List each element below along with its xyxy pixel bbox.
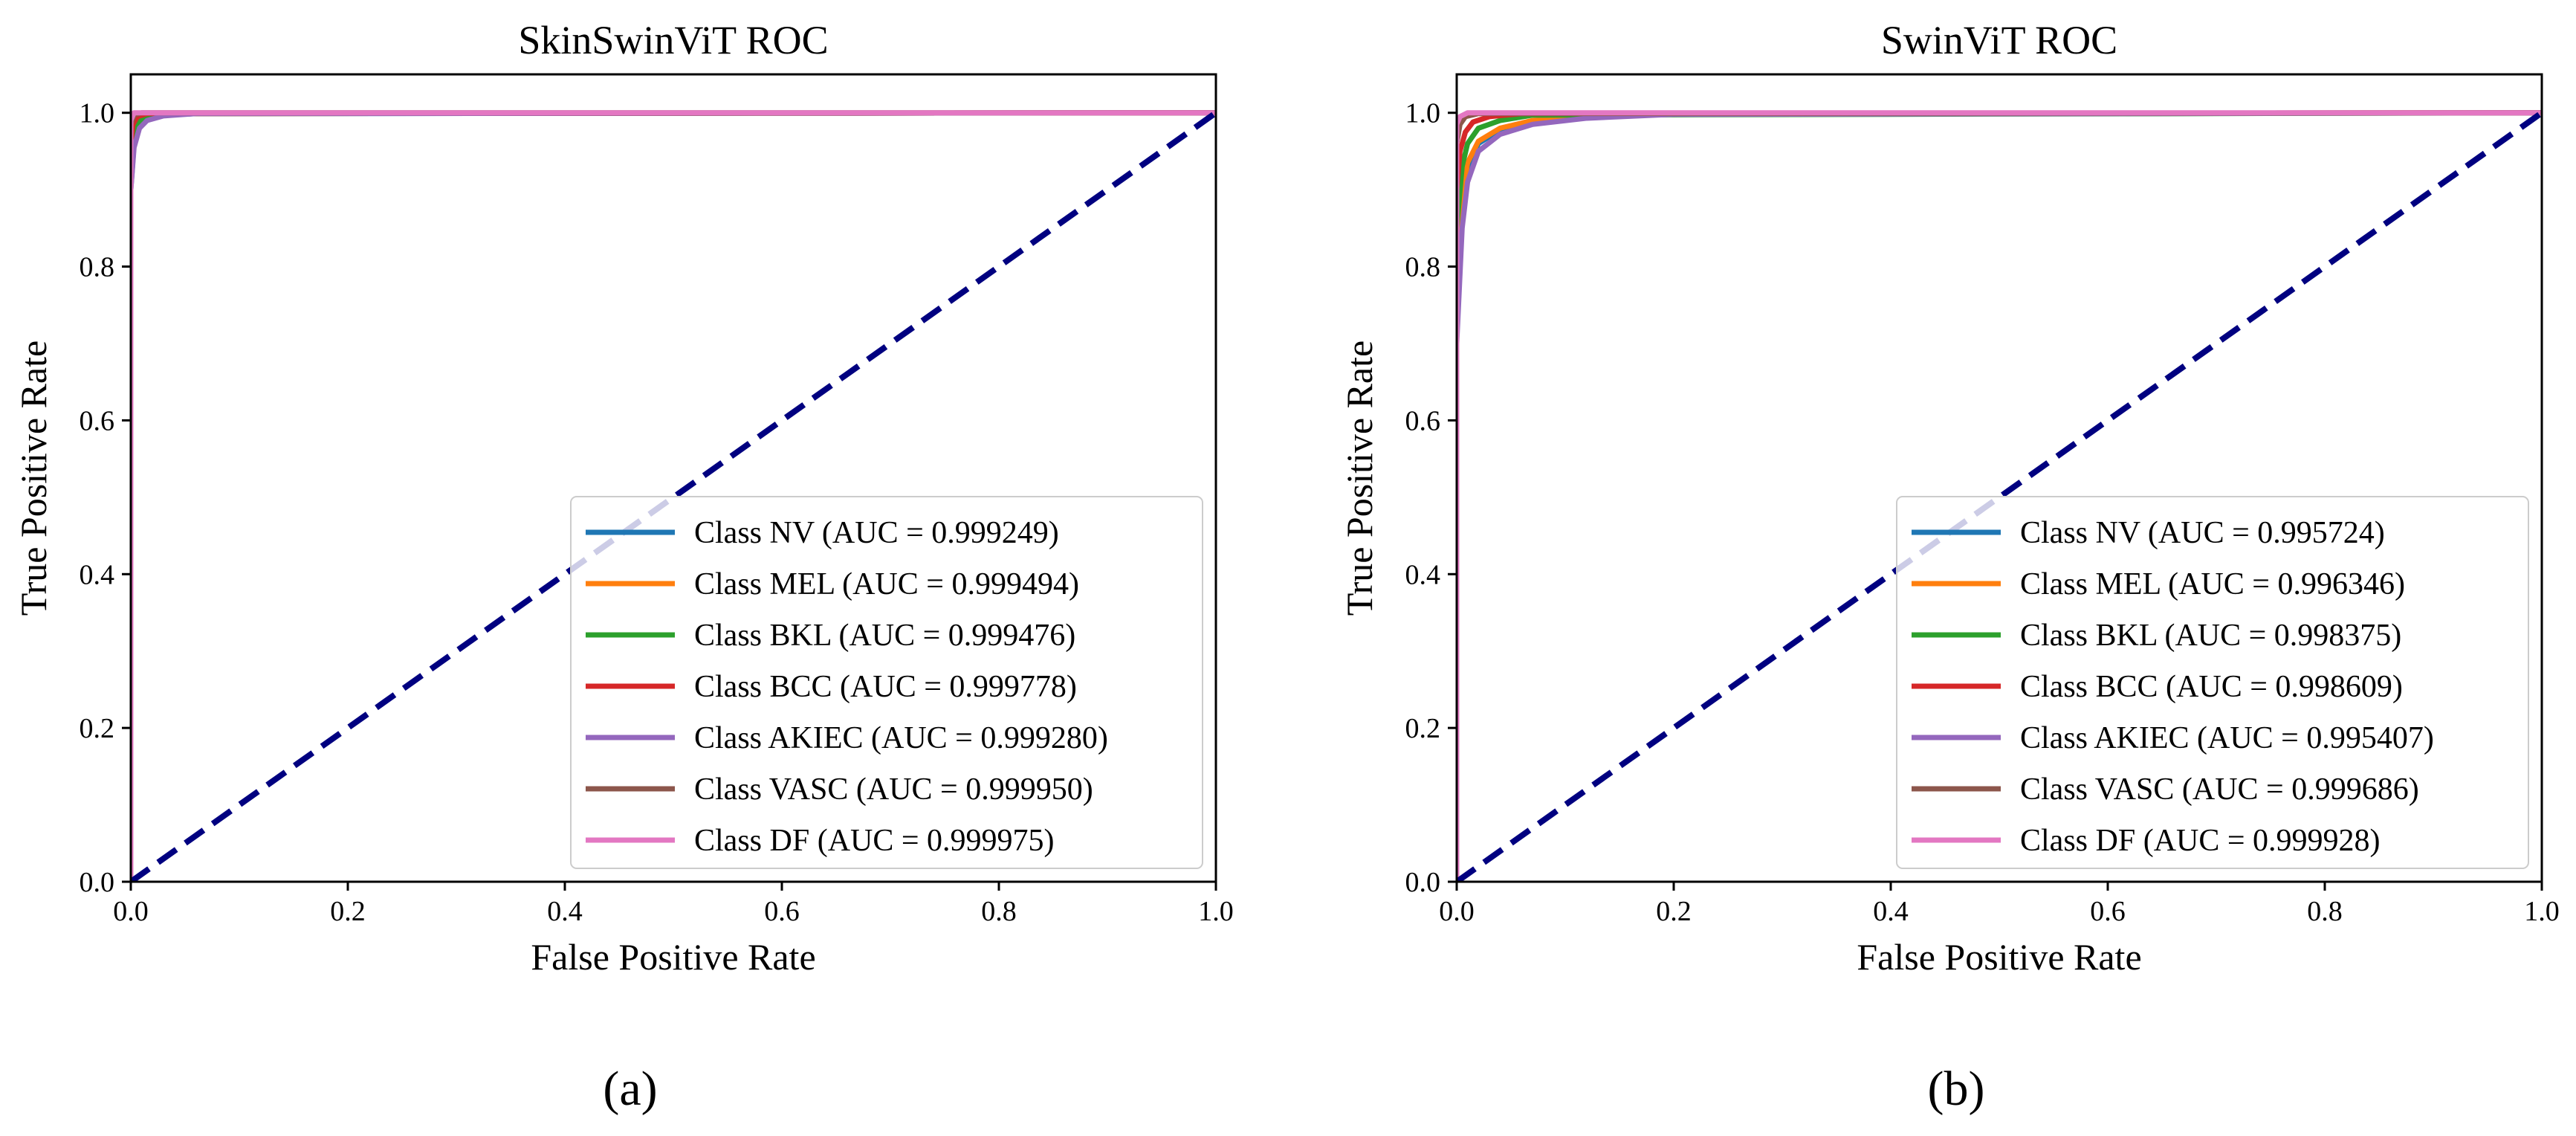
legend-entry-label: Class DF (AUC = 0.999975): [694, 824, 1055, 858]
chance-diagonal-line: [1457, 110, 2542, 882]
y-tick-label: 0.6: [80, 405, 115, 436]
chart-title: SkinSwinViT ROC: [518, 18, 828, 62]
x-tick-label: 0.0: [113, 896, 149, 927]
axes-frame: [1455, 73, 2543, 883]
roc-curve-akiec: [1457, 110, 2542, 882]
y-tick-label: 0.2: [80, 713, 115, 744]
x-tick-label: 0.6: [764, 896, 800, 927]
x-tick-label: 0.8: [2307, 896, 2343, 927]
legend-entry-label: Class AKIEC (AUC = 0.999280): [694, 721, 1108, 755]
legend-entry-label: Class BKL (AUC = 0.998375): [2020, 619, 2401, 653]
y-tick-label: 1.0: [1405, 98, 1441, 129]
chance-diagonal-line: [131, 110, 1216, 882]
y-axis-label: True Positive Rate: [1339, 341, 1380, 616]
roc-curve-df: [131, 110, 1216, 882]
x-tick-label: 0.4: [1873, 896, 1909, 927]
y-axis-label: True Positive Rate: [13, 341, 54, 616]
legend-entry-label: Class BCC (AUC = 0.999778): [694, 670, 1077, 704]
x-tick-label: 0.0: [1439, 896, 1475, 927]
y-tick-label: 0.2: [1405, 713, 1441, 744]
axes-frame: [129, 73, 1217, 883]
x-tick-label: 0.2: [1656, 896, 1692, 927]
x-axis-label: False Positive Rate: [1857, 936, 2141, 978]
legend-entry-label: Class VASC (AUC = 0.999686): [2020, 772, 2419, 807]
panel-caption: (a): [603, 1062, 657, 1116]
roc-curve-df: [1457, 110, 2542, 882]
y-tick-label: 0.8: [80, 252, 115, 283]
legend-frame: [570, 496, 1203, 869]
x-tick-label: 0.8: [981, 896, 1017, 927]
y-tick-label: 0.4: [1405, 559, 1441, 590]
legend-frame: [1896, 496, 2529, 869]
y-tick-label: 0.6: [1405, 405, 1441, 436]
panel-caption: (b): [1928, 1062, 1985, 1116]
legend-entry-label: Class NV (AUC = 0.995724): [2020, 516, 2385, 550]
roc-panel-a: SkinSwinViT ROC 0.0 0.2 0.4 0.6 0.8 1.0 0.0 0.2 0…: [13, 18, 1234, 1116]
legend-entry-label: Class DF (AUC = 0.999928): [2020, 824, 2381, 858]
legend-entry-label: Class BKL (AUC = 0.999476): [694, 619, 1075, 653]
x-tick-label: 1.0: [1198, 896, 1234, 927]
legend-entry-label: Class MEL (AUC = 0.996346): [2020, 567, 2405, 601]
y-tick-label: 0.8: [1405, 252, 1441, 283]
legend-entry-label: Class VASC (AUC = 0.999950): [694, 772, 1093, 807]
x-axis-label: False Positive Rate: [531, 936, 815, 978]
chart-title: SwinViT ROC: [1881, 18, 2117, 62]
legend-entry-label: Class AKIEC (AUC = 0.995407): [2020, 721, 2434, 755]
y-tick-label: 0.4: [80, 559, 115, 590]
y-tick-label: 0.0: [1405, 867, 1441, 898]
y-tick-label: 1.0: [80, 98, 115, 129]
legend-entry-label: Class NV (AUC = 0.999249): [694, 516, 1059, 550]
y-tick-label: 0.0: [80, 867, 115, 898]
x-tick-label: 0.6: [2090, 896, 2126, 927]
roc-panel-b: SwinViT ROC 0.0 0.2 0.4 0.6 0.8 1.0 0.0 0.2 0.4 0.…: [1339, 18, 2560, 1116]
legend: Class NV (AUC = 0.995724) Class MEL (AUC …: [1896, 496, 2529, 869]
legend-entry-label: Class MEL (AUC = 0.999494): [694, 567, 1079, 601]
x-tick-label: 0.2: [330, 896, 366, 927]
legend: Class NV (AUC = 0.999249) Class MEL (AUC …: [570, 496, 1203, 869]
x-tick-label: 1.0: [2524, 896, 2560, 927]
x-tick-label: 0.4: [547, 896, 583, 927]
legend-entry-label: Class BCC (AUC = 0.998609): [2020, 670, 2403, 704]
